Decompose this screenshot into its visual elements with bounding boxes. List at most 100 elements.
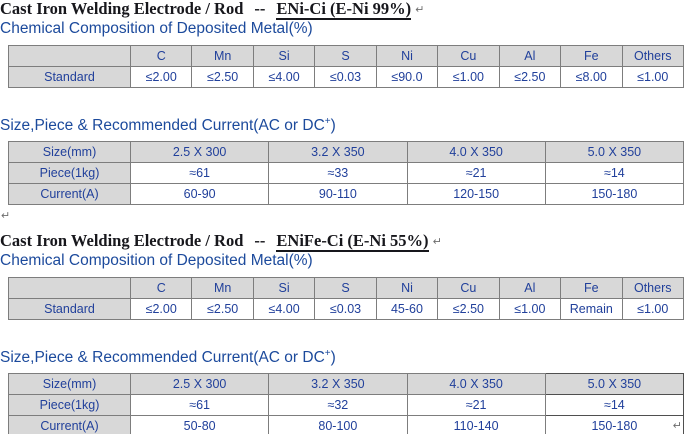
table-row: Size(mm) 2.5 X 300 3.2 X 350 4.0 X 350 5… [8, 373, 685, 396]
value-cell: ≤0.03 [314, 66, 377, 88]
value-cell: ≤1.00 [621, 298, 684, 321]
header-cell: Si [252, 45, 316, 67]
section2-title: Cast Iron Welding Electrode / Rod -- ENiFe… [0, 231, 687, 253]
value-cell: 120-150 [406, 183, 546, 206]
value-cell: ≤2.00 [129, 66, 193, 88]
table-row: C Mn Si S Ni Cu Al Fe Others [8, 45, 684, 67]
value-cell: 2.5 X 300 [129, 141, 270, 164]
value-cell: 4.0 X 350 [406, 141, 546, 164]
header-cell: S [314, 277, 377, 300]
value-cell: ≤2.50 [191, 298, 254, 321]
value-cell: ≤1.00 [621, 66, 684, 88]
value-cell: ≈61 [129, 394, 270, 417]
header-cell: Fe [560, 45, 623, 67]
row-label-cell: Standard [8, 66, 131, 88]
header-cell: Mn [191, 45, 254, 67]
table-row: Piece(1kg) ≈61 ≈33 ≈21 ≈14 [8, 162, 685, 185]
value-cell: ≤90.0 [375, 66, 439, 88]
value-cell: ≤2.50 [437, 298, 500, 321]
row-label-cell: Current(A) [8, 183, 131, 206]
section2-title-main: Cast Iron Welding Electrode / Rod [0, 231, 244, 251]
section1-title: Cast Iron Welding Electrode / Rod -- ENi-C… [0, 0, 687, 20]
value-cell: ≤2.50 [498, 66, 562, 88]
paragraph-mark-icon: ↵ [415, 3, 425, 16]
value-cell: 110-140 [406, 415, 546, 434]
value-cell: 5.0 X 350 [544, 373, 685, 396]
table-row: Size(mm) 2.5 X 300 3.2 X 350 4.0 X 350 5… [8, 141, 685, 164]
value-cell: ≈14 [544, 162, 685, 185]
table-row: Piece(1kg) ≈61 ≈32 ≈21 ≈14 [8, 394, 685, 417]
value-cell: 150-180 [544, 415, 685, 434]
value-cell: ≈14 [544, 394, 685, 417]
row-label-cell: Piece(1kg) [8, 162, 131, 185]
row-label-cell: Size(mm) [8, 141, 131, 164]
value-cell: 3.2 X 350 [268, 373, 408, 396]
value-cell: ≤1.00 [437, 66, 500, 88]
header-cell: S [314, 45, 377, 67]
value-cell: Remain [560, 298, 623, 321]
row-label-cell: Current(A) [8, 415, 131, 434]
size-heading-suffix: ) [330, 117, 336, 135]
section2-title-spec: ENiFe-Ci (E-Ni 55%) [276, 231, 429, 253]
section1-size-heading: Size,Piece & Recommended Current(AC or D… [0, 112, 687, 135]
value-cell: ≈33 [268, 162, 408, 185]
value-cell: 5.0 X 350 [544, 141, 685, 164]
value-cell: ≤4.00 [252, 298, 316, 321]
section2-title-dash: -- [254, 231, 266, 251]
row-label-cell: Standard [8, 298, 131, 321]
header-cell: Cu [437, 45, 500, 67]
header-cell: Others [621, 45, 684, 67]
section2-size-heading: Size,Piece & Recommended Current(AC or D… [0, 344, 687, 367]
paragraph-mark-icon: ↵ [432, 235, 442, 249]
section1-size-table: Size(mm) 2.5 X 300 3.2 X 350 4.0 X 350 5… [8, 141, 685, 206]
paragraph-mark-icon: ↵ [672, 420, 682, 432]
value-cell: ≤8.00 [560, 66, 623, 88]
table-row: C Mn Si S Ni Cu Al Fe Others [8, 277, 684, 300]
value-cell: ≈21 [406, 394, 546, 417]
header-cell: Others [621, 277, 684, 300]
value-cell: 45-60 [375, 298, 439, 321]
section1-title-dash: -- [254, 0, 266, 18]
paragraph-mark-icon: ↵ [1, 210, 11, 223]
size-heading-sup: + [324, 348, 331, 360]
row-label-cell: Piece(1kg) [8, 394, 131, 417]
value-cell: ≤1.00 [498, 298, 562, 321]
header-cell: Fe [560, 277, 623, 300]
table-row: Current(A) 60-90 90-110 120-150 150-180 [8, 183, 685, 206]
section1-title-spec: ENi-Ci (E-Ni 99%) [276, 0, 412, 20]
section2-chem-table: C Mn Si S Ni Cu Al Fe Others Standard ≤2… [8, 277, 684, 321]
value-cell: 2.5 X 300 [129, 373, 270, 396]
value-cell: 150-180 [544, 183, 685, 206]
value-cell: ≤0.03 [314, 298, 377, 321]
size-heading-text: Size,Piece & Recommended Current(AC or D… [0, 117, 325, 135]
table-row: Current(A) 50-80 80-100 110-140 150-180 [8, 415, 685, 434]
header-cell: C [129, 277, 193, 300]
value-cell: 90-110 [268, 183, 408, 206]
header-cell: Al [498, 45, 562, 67]
size-heading-text: Size,Piece & Recommended Current(AC or D… [0, 349, 325, 367]
header-cell: Mn [191, 277, 254, 300]
table-row: Standard ≤2.00 ≤2.50 ≤4.00 ≤0.03 ≤90.0 ≤… [8, 66, 684, 88]
header-cell: Cu [437, 277, 500, 300]
section2-size-table: Size(mm) 2.5 X 300 3.2 X 350 4.0 X 350 5… [8, 373, 685, 434]
header-cell: Si [252, 277, 316, 300]
value-cell: 3.2 X 350 [268, 141, 408, 164]
section1-chem-heading: Chemical Composition of Deposited Metal(… [0, 20, 313, 37]
value-cell: ≤2.50 [191, 66, 254, 88]
header-cell: Al [498, 277, 562, 300]
section1-chem-table: C Mn Si S Ni Cu Al Fe Others Standard ≤2… [8, 45, 684, 88]
value-cell: 50-80 [129, 415, 270, 434]
size-heading-sup: + [324, 116, 331, 127]
value-cell: ≈61 [129, 162, 270, 185]
corner-cell [8, 45, 131, 67]
value-cell: ≤4.00 [252, 66, 316, 88]
value-cell: 4.0 X 350 [406, 373, 546, 396]
table-row: Standard ≤2.00 ≤2.50 ≤4.00 ≤0.03 45-60 ≤… [8, 298, 684, 321]
header-cell: C [129, 45, 193, 67]
section1-title-main: Cast Iron Welding Electrode / Rod [0, 0, 244, 18]
value-cell: ≈32 [268, 394, 408, 417]
header-cell: Ni [375, 45, 439, 67]
value-cell: 60-90 [129, 183, 270, 206]
corner-cell [8, 277, 131, 300]
value-cell: ≈21 [406, 162, 546, 185]
